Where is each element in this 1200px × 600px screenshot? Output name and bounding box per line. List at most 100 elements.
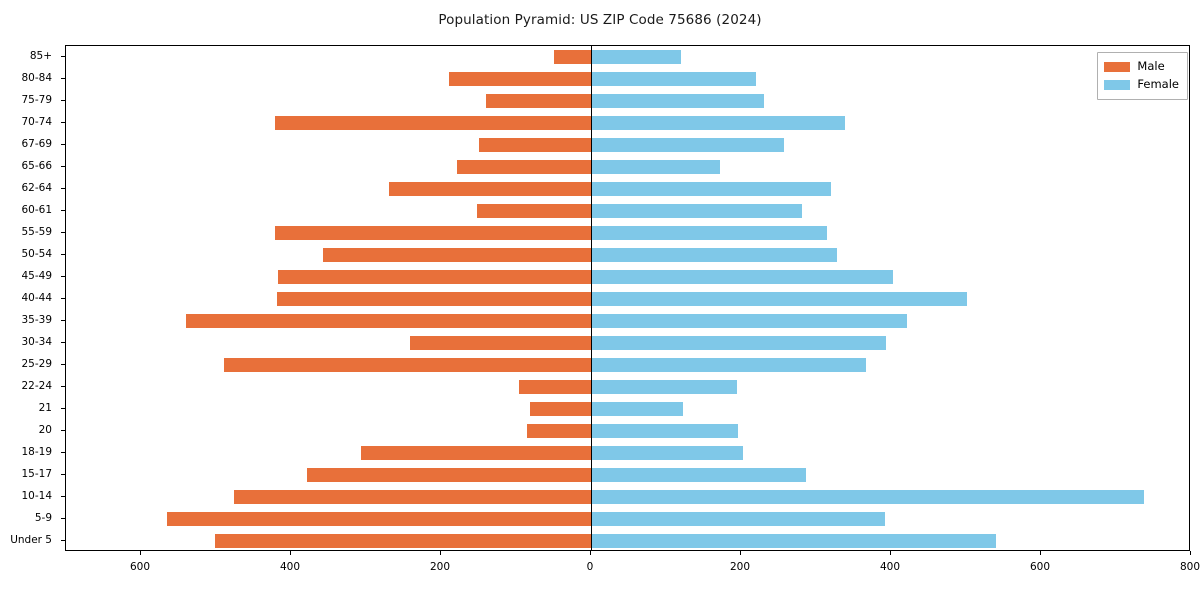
bar-female[interactable] (591, 424, 738, 438)
y-tick-mark (61, 144, 65, 145)
bar-male[interactable] (274, 226, 591, 240)
bar-male[interactable] (234, 490, 591, 504)
x-tick-label: 600 (1029, 561, 1051, 573)
bar-female[interactable] (591, 534, 996, 548)
bar-female[interactable] (591, 270, 894, 284)
legend-item-male[interactable]: Male (1104, 58, 1179, 76)
bar-female[interactable] (591, 226, 827, 240)
x-tick-label: 200 (429, 561, 451, 573)
bar-male[interactable] (409, 336, 591, 350)
x-tick-label: 0 (586, 561, 594, 573)
zero-axis-line (591, 46, 592, 550)
bar-female[interactable] (591, 512, 885, 526)
x-tick-mark (740, 551, 741, 555)
y-tick-mark (61, 430, 65, 431)
bar-male[interactable] (449, 72, 591, 86)
bar-male[interactable] (186, 314, 591, 328)
bar-female[interactable] (591, 336, 886, 350)
legend[interactable]: Male Female (1097, 52, 1188, 100)
bar-row (66, 94, 1189, 108)
bar-male[interactable] (479, 138, 591, 152)
bar-male[interactable] (278, 270, 591, 284)
x-tick-mark (1190, 551, 1191, 555)
bar-female[interactable] (591, 468, 806, 482)
x-tick-label: 600 (129, 561, 151, 573)
bar-row (66, 72, 1189, 86)
bar-male[interactable] (526, 424, 591, 438)
bar-female[interactable] (591, 94, 764, 108)
y-tick-label: 22-24 (21, 380, 52, 392)
bar-male[interactable] (276, 292, 591, 306)
y-tick-mark (61, 166, 65, 167)
bar-row (66, 534, 1189, 548)
bar-female[interactable] (591, 50, 681, 64)
bar-row (66, 512, 1189, 526)
bar-female[interactable] (591, 182, 831, 196)
bar-row (66, 358, 1189, 372)
bar-row (66, 402, 1189, 416)
bar-male[interactable] (456, 160, 591, 174)
bar-row (66, 424, 1189, 438)
bar-male[interactable] (529, 402, 591, 416)
legend-item-female[interactable]: Female (1104, 76, 1179, 94)
bar-male[interactable] (166, 512, 591, 526)
bar-female[interactable] (591, 490, 1144, 504)
bar-female[interactable] (591, 248, 837, 262)
bar-row (66, 292, 1189, 306)
legend-swatch-female (1104, 80, 1131, 90)
y-tick-label: 10-14 (21, 490, 52, 502)
bar-female[interactable] (591, 314, 907, 328)
x-tick-mark (440, 551, 441, 555)
y-tick-label: 20 (38, 424, 52, 436)
x-tick-label: 200 (729, 561, 751, 573)
y-tick-label: 85+ (29, 50, 52, 62)
bar-row (66, 468, 1189, 482)
y-tick-mark (61, 122, 65, 123)
y-tick-label: 45-49 (21, 270, 52, 282)
y-tick-mark (61, 210, 65, 211)
y-tick-label: 62-64 (21, 182, 52, 194)
y-tick-label: 60-61 (21, 204, 52, 216)
legend-swatch-male (1104, 62, 1131, 72)
x-tick-label: 800 (1179, 561, 1200, 573)
x-tick-mark (140, 551, 141, 555)
y-tick-mark (61, 342, 65, 343)
bar-female[interactable] (591, 380, 738, 394)
bar-male[interactable] (306, 468, 591, 482)
y-tick-label: 21 (38, 402, 52, 414)
y-tick-mark (61, 408, 65, 409)
bar-male[interactable] (274, 116, 591, 130)
bar-row (66, 116, 1189, 130)
y-tick-label: 75-79 (21, 94, 52, 106)
bar-male[interactable] (553, 50, 591, 64)
y-tick-mark (61, 56, 65, 57)
bar-male[interactable] (519, 380, 591, 394)
x-tick-mark (890, 551, 891, 555)
bar-row (66, 50, 1189, 64)
bar-row (66, 380, 1189, 394)
y-tick-label: 70-74 (21, 116, 52, 128)
bar-male[interactable] (360, 446, 591, 460)
bar-male[interactable] (477, 204, 591, 218)
bar-male[interactable] (223, 358, 591, 372)
y-tick-mark (61, 188, 65, 189)
bar-female[interactable] (591, 446, 744, 460)
bar-female[interactable] (591, 116, 846, 130)
y-tick-mark (61, 78, 65, 79)
bar-female[interactable] (591, 402, 683, 416)
bar-female[interactable] (591, 358, 866, 372)
y-tick-mark (61, 452, 65, 453)
bar-female[interactable] (591, 160, 720, 174)
y-tick-mark (61, 474, 65, 475)
bar-male[interactable] (389, 182, 591, 196)
bar-female[interactable] (591, 72, 756, 86)
bar-female[interactable] (591, 138, 784, 152)
bar-male[interactable] (322, 248, 591, 262)
bar-row (66, 138, 1189, 152)
bar-male[interactable] (486, 94, 591, 108)
bar-row (66, 446, 1189, 460)
bar-female[interactable] (591, 204, 802, 218)
y-tick-label: Under 5 (10, 534, 52, 546)
bar-male[interactable] (214, 534, 591, 548)
bar-female[interactable] (591, 292, 967, 306)
